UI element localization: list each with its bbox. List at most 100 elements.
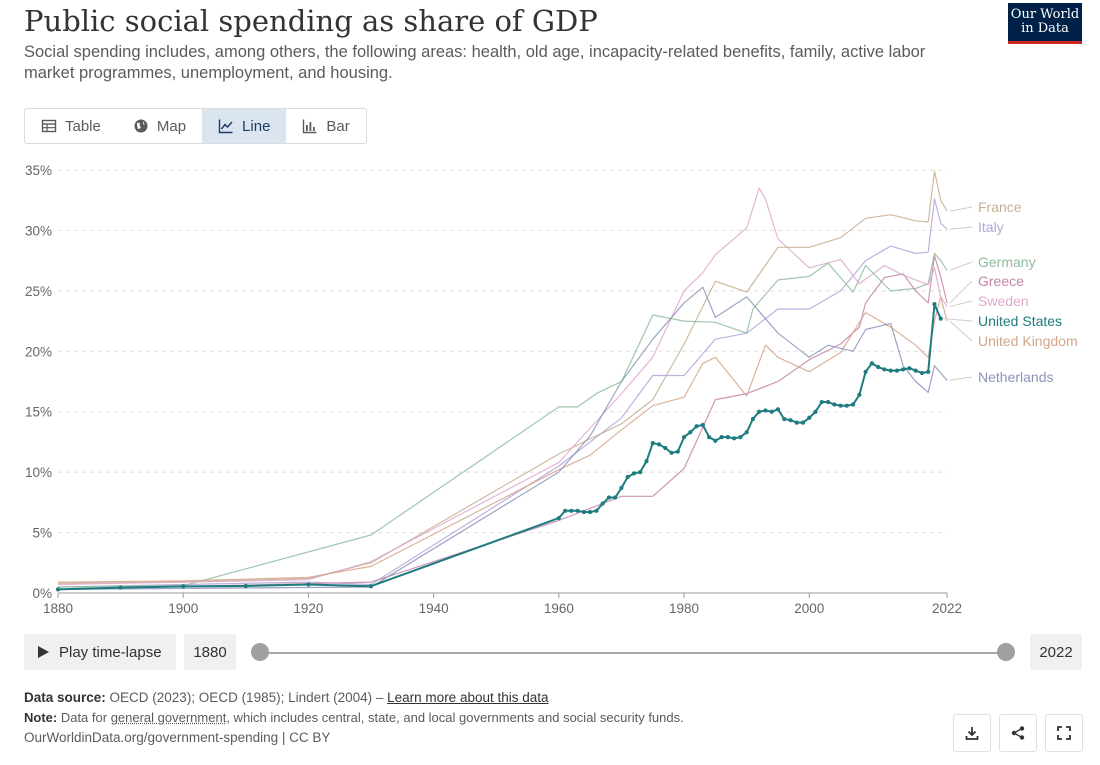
learn-more-link[interactable]: Learn more about this data bbox=[387, 690, 549, 705]
data-point-united-states bbox=[606, 495, 612, 500]
end-year-box[interactable]: 2022 bbox=[1030, 634, 1082, 670]
data-point-united-states bbox=[563, 508, 568, 513]
x-tick-label: 1880 bbox=[43, 601, 73, 616]
series-label-sweden: Sweden bbox=[978, 293, 1029, 309]
play-icon bbox=[38, 646, 49, 658]
data-point-united-states bbox=[850, 402, 856, 407]
owid-logo[interactable]: Our World in Data bbox=[1008, 3, 1082, 44]
tab-line[interactable]: Line bbox=[202, 109, 287, 143]
series-line-greece bbox=[57, 255, 948, 590]
line-chart-icon bbox=[218, 119, 233, 134]
tab-bar[interactable]: Bar bbox=[286, 109, 365, 143]
data-point-united-states bbox=[869, 361, 874, 366]
tab-map-label: Map bbox=[156, 117, 187, 135]
data-point-united-states bbox=[675, 449, 680, 454]
data-point-united-states bbox=[575, 508, 580, 513]
data-point-united-states bbox=[644, 459, 649, 464]
end-year-handle[interactable] bbox=[997, 643, 1015, 661]
play-time-lapse-button[interactable]: Play time-lapse bbox=[24, 634, 176, 670]
data-point-united-states bbox=[938, 316, 943, 321]
data-point-united-states bbox=[600, 501, 605, 506]
start-year-box[interactable]: 1880 bbox=[184, 634, 236, 670]
data-point-united-states bbox=[775, 407, 781, 412]
note-label: Note: bbox=[24, 710, 58, 725]
label-connector bbox=[949, 226, 973, 230]
y-tick-label: 25% bbox=[25, 284, 52, 299]
tab-map[interactable]: Map bbox=[117, 109, 202, 143]
data-point-united-states bbox=[838, 403, 843, 408]
data-point-united-states bbox=[243, 583, 248, 589]
data-point-united-states bbox=[825, 399, 831, 405]
general-government-term[interactable]: general government bbox=[110, 710, 227, 725]
data-point-united-states bbox=[894, 368, 900, 373]
table-icon bbox=[41, 119, 57, 133]
data-point-united-states bbox=[588, 509, 593, 515]
data-point-united-states bbox=[926, 369, 931, 374]
data-point-united-states bbox=[656, 442, 662, 447]
series-line-sweden bbox=[57, 187, 948, 586]
data-point-united-states bbox=[832, 402, 837, 407]
data-point-united-states bbox=[118, 585, 123, 590]
label-connector bbox=[943, 318, 973, 322]
data-point-united-states bbox=[844, 403, 849, 408]
data-point-united-states bbox=[306, 582, 311, 587]
data-point-united-states bbox=[932, 302, 937, 307]
data-point-united-states bbox=[807, 415, 812, 420]
x-tick-label: 2022 bbox=[932, 601, 962, 616]
data-point-united-states bbox=[788, 418, 793, 423]
data-point-united-states bbox=[857, 392, 862, 397]
tab-table[interactable]: Table bbox=[25, 109, 117, 143]
start-year-handle[interactable] bbox=[251, 643, 269, 661]
data-point-united-states bbox=[650, 441, 655, 446]
data-point-united-states bbox=[876, 364, 881, 370]
note-text-2: , which includes central, state, and loc… bbox=[226, 710, 684, 725]
data-point-united-states bbox=[725, 434, 730, 440]
x-tick-label: 1940 bbox=[419, 601, 449, 616]
y-tick-label: 5% bbox=[32, 526, 52, 541]
label-connector bbox=[949, 320, 973, 342]
view-tabs: Table Map Line Bar bbox=[24, 108, 367, 144]
share-icon bbox=[1011, 726, 1025, 740]
data-point-united-states bbox=[688, 430, 693, 435]
data-point-united-states bbox=[907, 366, 912, 371]
x-tick-label: 2000 bbox=[794, 601, 824, 616]
series-label-united-states: United States bbox=[978, 313, 1062, 329]
fullscreen-button[interactable] bbox=[1045, 714, 1083, 752]
data-point-united-states bbox=[800, 420, 806, 425]
y-tick-label: 10% bbox=[25, 465, 52, 480]
timeline-track[interactable] bbox=[260, 652, 1006, 654]
data-point-united-states bbox=[581, 509, 586, 515]
x-tick-label: 1960 bbox=[544, 601, 574, 616]
data-point-united-states bbox=[888, 368, 893, 373]
logo-line-1: Our World bbox=[1010, 7, 1080, 22]
y-tick-label: 30% bbox=[25, 223, 52, 238]
data-point-united-states bbox=[882, 367, 887, 372]
series-label-united-kingdom: United Kingdom bbox=[978, 333, 1078, 349]
source-label: Data source: bbox=[24, 690, 106, 705]
data-point-united-states bbox=[181, 584, 186, 589]
url-line[interactable]: OurWorldinData.org/government-spending |… bbox=[24, 730, 331, 745]
globe-icon bbox=[134, 119, 148, 133]
data-point-united-states bbox=[757, 409, 762, 414]
data-point-united-states bbox=[819, 399, 824, 405]
source-text: OECD (2023); OECD (1985); Lindert (2004)… bbox=[105, 690, 388, 705]
line-chart: 0% 5% 10% 15% 20% 25% 30% 35% 1880 1900 1920 1940 19… bbox=[25, 163, 1078, 616]
data-point-united-states bbox=[669, 450, 674, 455]
label-connector bbox=[949, 280, 973, 304]
data-point-united-states bbox=[706, 434, 712, 440]
y-tick-label: 0% bbox=[32, 586, 52, 601]
x-tick-label: 1900 bbox=[168, 601, 198, 616]
data-point-united-states bbox=[719, 434, 724, 440]
data-point-united-states bbox=[813, 409, 818, 414]
share-button[interactable] bbox=[999, 714, 1037, 752]
series-line-netherlands bbox=[57, 286, 948, 590]
logo-line-2: in Data bbox=[1021, 21, 1069, 36]
download-icon bbox=[965, 727, 979, 740]
series-line-italy bbox=[57, 198, 948, 588]
label-connector bbox=[949, 261, 973, 271]
data-point-united-states bbox=[913, 368, 918, 373]
download-button[interactable] bbox=[953, 714, 991, 752]
series-label-netherlands: Netherlands bbox=[978, 369, 1054, 385]
series-label-germany: Germany bbox=[978, 254, 1036, 270]
data-point-united-states bbox=[638, 470, 643, 475]
